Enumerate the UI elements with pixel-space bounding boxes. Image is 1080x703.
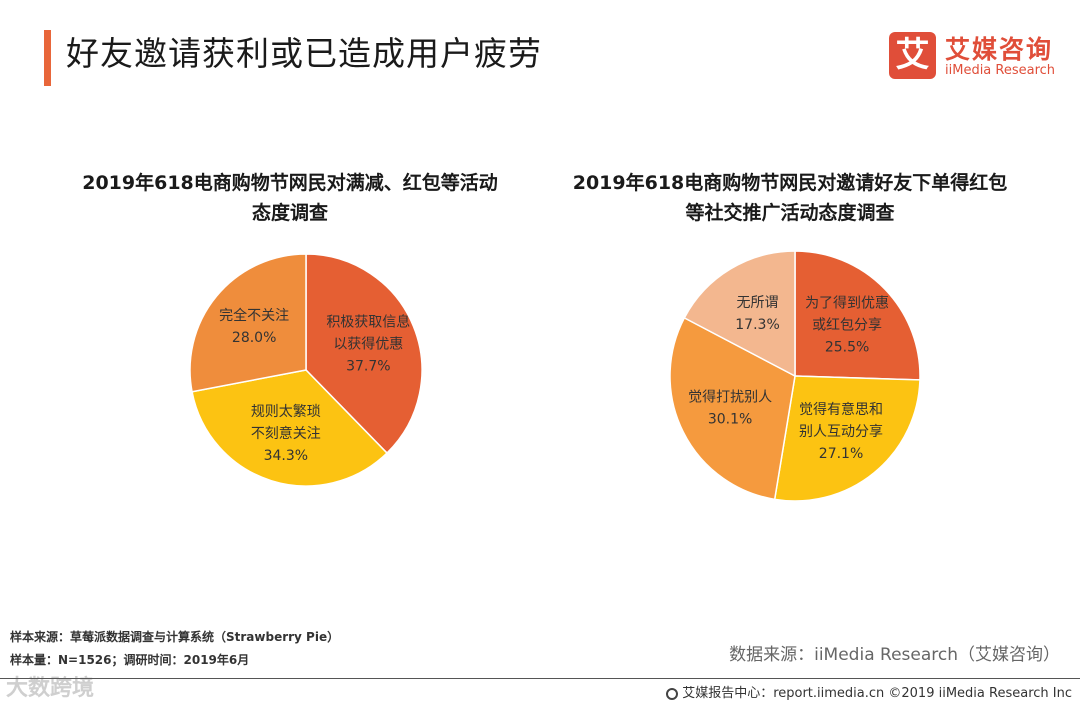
pie-1-slice-2-label-1: 规则太繁琐: [251, 403, 321, 420]
pie-1-slice-2: [191, 369, 389, 487]
pie-1-slice-1-value: 37.7%: [346, 359, 390, 375]
footer: 艾媒报告中心：report.iimedia.cn ©2019 iiMedia R…: [666, 682, 1072, 701]
chart-2-title: 2019年618电商购物节网民对邀请好友下单得红包 等社交推广活动态度调查: [550, 168, 1030, 228]
pie-2-slice-2-value: 27.1%: [819, 446, 863, 462]
pie-1-slice-1-label-2: 以获得优惠: [333, 336, 403, 353]
watermark-text: 大数跨境: [6, 676, 95, 701]
logo-mark-icon: 艾: [889, 32, 936, 79]
pie-2-slice-3-label-1: 觉得打扰别人: [688, 388, 772, 405]
logo-name-en: iiMedia Research: [945, 63, 1056, 78]
chart-2-title-line-1: 2019年618电商购物节网民对邀请好友下单得红包: [572, 172, 1008, 194]
footnote-source: 样本来源：草莓派数据调查与计算系统（Strawberry Pie）: [10, 630, 340, 644]
chart-1-title-line-1: 2019年618电商购物节网民对满减、红包等活动: [82, 172, 498, 194]
footer-divider: [0, 678, 1080, 679]
pie-1-slice-1-label-1: 积极获取信息: [326, 314, 410, 331]
report-center-icon: [666, 688, 679, 700]
pie-2-slice-4: [683, 250, 796, 378]
pie-2-slice-3: [669, 316, 796, 501]
chart-1-title-line-2: 态度调查: [251, 202, 328, 224]
pie-2-slice-1-label-2: 或红包分享: [812, 317, 882, 334]
logo-name-cn: 艾媒咨询: [945, 35, 1054, 64]
chart-2-title-line-2: 等社交推广活动态度调查: [685, 202, 895, 224]
pie-2-slice-1-value: 25.5%: [825, 340, 869, 356]
pie-1-slice-3: [189, 253, 307, 393]
brand-logo: 艾 艾媒咨询 iiMedia Research: [889, 32, 1069, 80]
pie-2-slice-1-label-1: 为了得到优惠: [805, 295, 889, 312]
chart-1-title: 2019年618电商购物节网民对满减、红包等活动 态度调查: [50, 168, 530, 228]
pie-1-slice-2-value: 34.3%: [264, 448, 308, 464]
pie-2-slice-4-label-1: 无所谓: [737, 295, 779, 311]
pie-1-slice-1: [305, 253, 423, 455]
footer-text: 艾媒报告中心：report.iimedia.cn ©2019 iiMedia R…: [682, 686, 1072, 701]
data-source: 数据来源：iiMedia Research（艾媒咨询）: [729, 645, 1060, 665]
title-accent-bar: [44, 30, 51, 86]
page-title: 好友邀请获利或已造成用户疲劳: [66, 34, 542, 73]
pie-1-slice-3-value: 28.0%: [232, 330, 276, 346]
pie-2-slice-1: [794, 250, 921, 381]
pie-2-slice-2: [773, 375, 921, 502]
pie-1-slice-3-label-1: 完全不关注: [219, 307, 289, 324]
pie-2-slice-2-label-2: 别人互动分享: [799, 423, 883, 440]
pie-2-slice-4-value: 17.3%: [735, 317, 779, 333]
pie-1-slice-2-label-2: 不刻意关注: [251, 425, 321, 442]
footnote-sample: 样本量：N=1526；调研时间：2019年6月: [10, 653, 250, 667]
pie-2-slice-2-label-1: 觉得有意思和: [799, 401, 883, 418]
pie-2-slice-3-value: 30.1%: [708, 411, 752, 427]
